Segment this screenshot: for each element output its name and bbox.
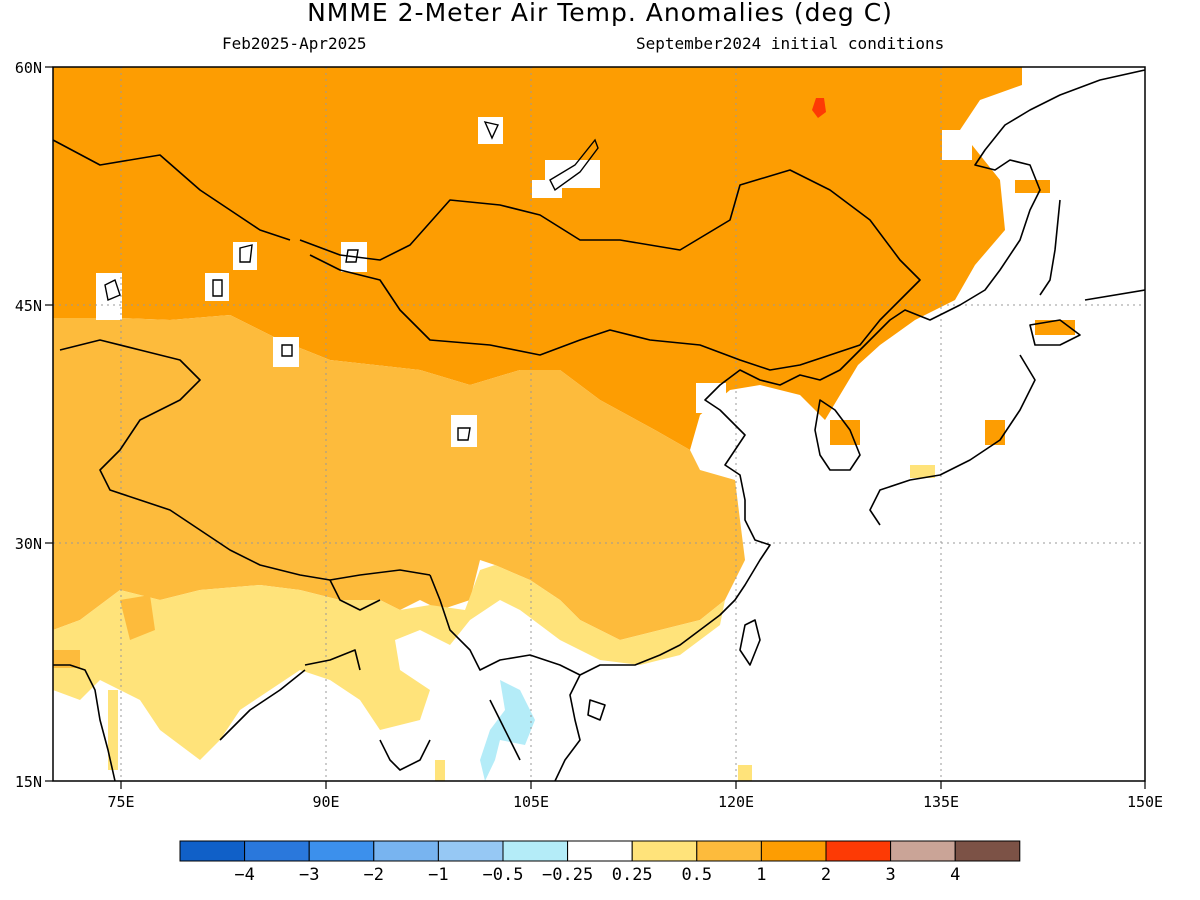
colorbar-swatch: [890, 840, 956, 862]
colorbar-swatch: [308, 840, 375, 862]
graticule: [53, 67, 1145, 781]
colorbar-swatch: [954, 840, 1021, 862]
anomaly-region-1-to-2: [53, 67, 1022, 450]
colorbar-swatch: [567, 840, 633, 862]
colorbar-swatch: [244, 840, 310, 862]
map-frame: [52, 66, 1146, 782]
colorbar-label: −0.25: [542, 865, 593, 885]
lat-label: 15N: [15, 773, 42, 791]
colorbar: [179, 840, 1021, 862]
lakes: [104, 121, 599, 441]
lon-label: 105E: [513, 793, 549, 811]
lat-label: 45N: [15, 297, 42, 315]
colorbar-label: 1: [756, 865, 766, 885]
colorbar-swatch: [825, 840, 892, 862]
longitude-labels: 75E 90E 105E 120E 135E 150E: [107, 793, 1163, 811]
anomaly-field: [53, 67, 1145, 781]
lat-label: 60N: [15, 59, 42, 77]
colorbar-swatch: [502, 840, 569, 862]
anomaly-region-0.5-to-1: [53, 315, 745, 640]
anomaly-region-negative: [480, 680, 535, 781]
colorbar-label: 0.25: [612, 865, 653, 885]
colorbar-label: −1: [428, 865, 448, 885]
lon-label: 120E: [718, 793, 754, 811]
colorbar-label: 3: [885, 865, 895, 885]
latitude-labels: 60N 45N 30N 15N: [15, 59, 42, 791]
colorbar-swatch: [437, 840, 504, 862]
forecast-period: Feb2025-Apr2025: [222, 34, 367, 53]
colorbar-swatch: [373, 840, 439, 862]
colorbar-label: 0.5: [681, 865, 712, 885]
colorbar-swatch: [760, 840, 827, 862]
colorbar-swatch: [179, 840, 246, 862]
colorbar-label: −0.5: [483, 865, 524, 885]
axis-ticks: [45, 66, 1146, 789]
map-title: NMME 2-Meter Air Temp. Anomalies (deg C): [307, 0, 893, 27]
colorbar-label: −3: [299, 865, 319, 885]
colorbar-label: −2: [364, 865, 384, 885]
lon-label: 90E: [312, 793, 339, 811]
lon-label: 150E: [1127, 793, 1163, 811]
anomaly-region-0.25-to-0.5: [53, 565, 725, 760]
lon-label: 75E: [107, 793, 134, 811]
colorbar-label: 2: [821, 865, 831, 885]
anomaly-region-2-to-3: [812, 98, 826, 118]
initial-conditions: September2024 initial conditions: [636, 34, 945, 53]
lat-label: 30N: [15, 535, 42, 553]
colorbar-label: −4: [234, 865, 254, 885]
colorbar-swatch: [631, 840, 698, 862]
colorbar-swatch: [696, 840, 762, 862]
coastlines: [52, 69, 1146, 782]
lon-label: 135E: [923, 793, 959, 811]
colorbar-labels: −4 −3 −2 −1 −0.5 −0.25 0.25 0.5 1 2 3 4: [234, 865, 960, 885]
colorbar-label: 4: [950, 865, 960, 885]
